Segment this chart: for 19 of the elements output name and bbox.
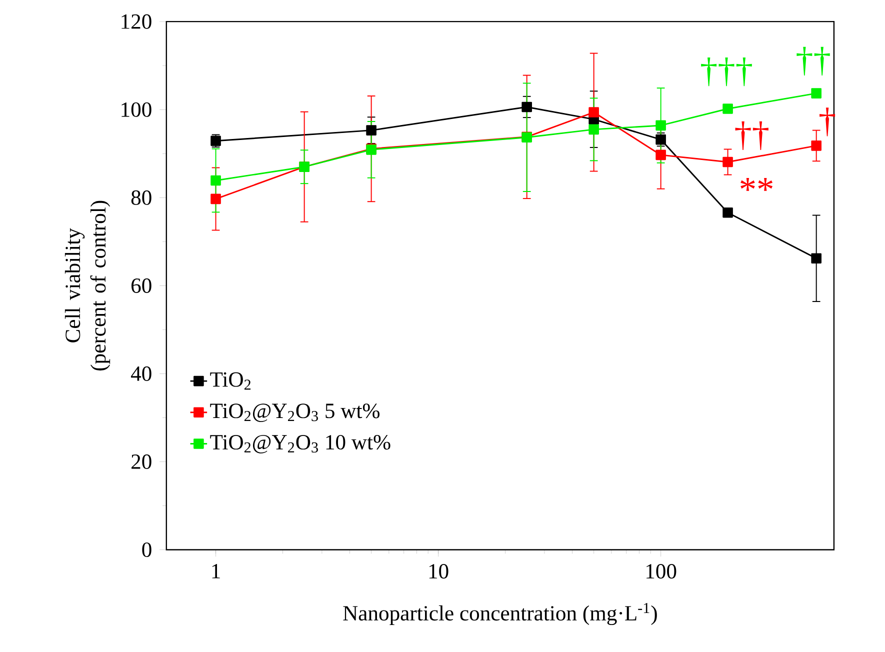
y-tick-label: 0 (142, 542, 152, 558)
annotation: ** (740, 178, 773, 192)
y-tick-label: 120 (122, 14, 152, 29)
y-tick-label: 20 (132, 454, 152, 470)
y-tick-label: 100 (122, 102, 152, 117)
annotation: ††† (701, 58, 752, 86)
legend-label: TiO$_{2}$@Y$_{2}$O$_{3}$ 10 wt% (210, 435, 390, 454)
annotation: †† (735, 121, 768, 150)
legend-label: TiO$_{2}$ (210, 372, 251, 390)
x-axis-title: Nanoparticle concentration (mg·L$^{-1}$) (343, 603, 657, 626)
y-tick-label: 40 (130, 366, 152, 382)
annotation: †† (796, 46, 830, 76)
y-axis-title: Cell viability (percent of control) (64, 200, 110, 371)
x-tick-label: 100 (646, 564, 676, 579)
x-tick-label: 1 (212, 564, 220, 578)
x-tick-label: 10 (429, 564, 448, 579)
y-tick-label: 60 (132, 278, 152, 294)
y-tick-label: 80 (131, 190, 152, 206)
legend-label: TiO$_{2}$@Y$_{2}$O$_{3}$ 5 wt% (210, 404, 380, 422)
